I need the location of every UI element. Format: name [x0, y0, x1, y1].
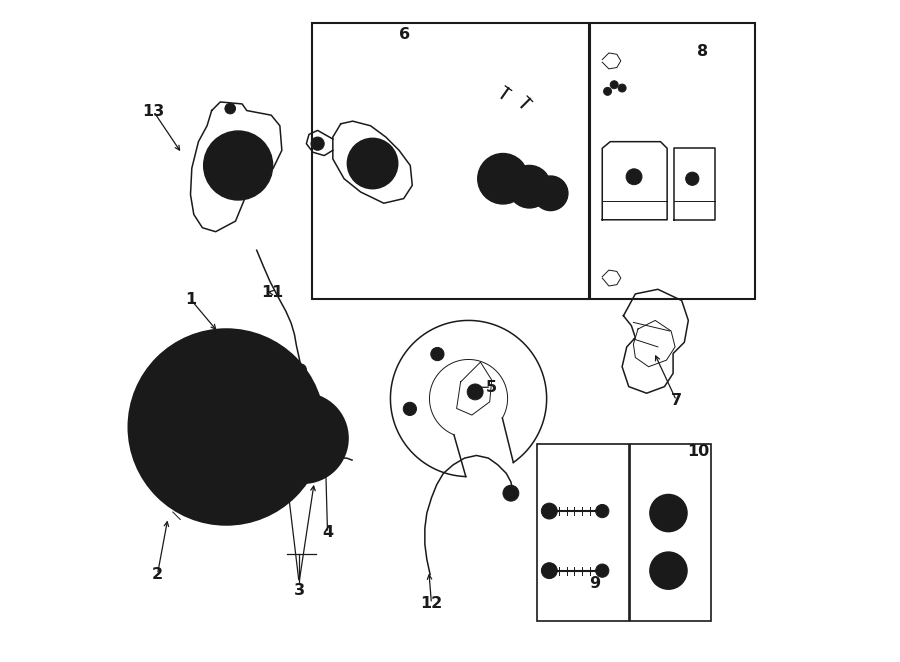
- Circle shape: [215, 142, 261, 189]
- Circle shape: [278, 414, 328, 463]
- Text: 2: 2: [152, 567, 163, 582]
- Text: 7: 7: [670, 393, 682, 408]
- Text: 9: 9: [589, 577, 600, 591]
- Circle shape: [225, 103, 236, 114]
- Circle shape: [287, 422, 319, 454]
- Text: 13: 13: [142, 104, 165, 118]
- Circle shape: [223, 151, 253, 180]
- Circle shape: [610, 81, 618, 89]
- Circle shape: [659, 561, 679, 581]
- Circle shape: [203, 131, 273, 200]
- Circle shape: [187, 410, 200, 422]
- Circle shape: [686, 172, 699, 185]
- Circle shape: [220, 387, 232, 399]
- Circle shape: [137, 338, 316, 516]
- Circle shape: [338, 427, 346, 436]
- Text: 10: 10: [687, 444, 709, 459]
- Text: 4: 4: [322, 526, 333, 540]
- Circle shape: [503, 485, 518, 501]
- Circle shape: [542, 563, 557, 579]
- Bar: [590, 23, 754, 299]
- Circle shape: [618, 84, 626, 92]
- Text: 5: 5: [485, 380, 497, 395]
- Circle shape: [539, 182, 562, 205]
- Circle shape: [534, 176, 568, 211]
- Circle shape: [508, 166, 551, 208]
- Circle shape: [596, 564, 609, 577]
- Circle shape: [431, 348, 444, 361]
- Circle shape: [253, 410, 265, 422]
- Circle shape: [296, 364, 306, 375]
- Circle shape: [129, 329, 324, 525]
- Circle shape: [295, 430, 311, 446]
- Circle shape: [542, 503, 557, 519]
- Circle shape: [208, 408, 245, 446]
- Text: 8: 8: [698, 44, 708, 59]
- Circle shape: [516, 173, 544, 201]
- Circle shape: [271, 462, 280, 471]
- Circle shape: [487, 162, 519, 195]
- Circle shape: [130, 330, 323, 524]
- Text: 6: 6: [400, 27, 410, 42]
- Circle shape: [467, 384, 483, 400]
- Circle shape: [311, 137, 324, 150]
- Text: 3: 3: [293, 583, 304, 598]
- Circle shape: [263, 416, 272, 426]
- Circle shape: [403, 402, 417, 416]
- Circle shape: [659, 503, 679, 523]
- Circle shape: [188, 389, 265, 465]
- Bar: [630, 444, 711, 621]
- Bar: [312, 23, 589, 299]
- Circle shape: [148, 349, 304, 505]
- Circle shape: [268, 403, 338, 473]
- Text: 12: 12: [420, 596, 443, 611]
- Circle shape: [596, 504, 609, 518]
- Circle shape: [604, 87, 611, 95]
- Circle shape: [478, 154, 528, 204]
- Text: 11: 11: [262, 285, 284, 300]
- Circle shape: [356, 147, 389, 180]
- Bar: [537, 444, 629, 621]
- Circle shape: [258, 393, 348, 483]
- Circle shape: [650, 552, 687, 589]
- Circle shape: [240, 449, 252, 461]
- Circle shape: [304, 395, 313, 404]
- Circle shape: [317, 469, 327, 478]
- Text: 1: 1: [184, 292, 196, 307]
- Circle shape: [347, 138, 398, 189]
- Circle shape: [200, 449, 212, 461]
- Circle shape: [181, 382, 271, 472]
- Circle shape: [650, 495, 687, 532]
- Circle shape: [626, 169, 642, 185]
